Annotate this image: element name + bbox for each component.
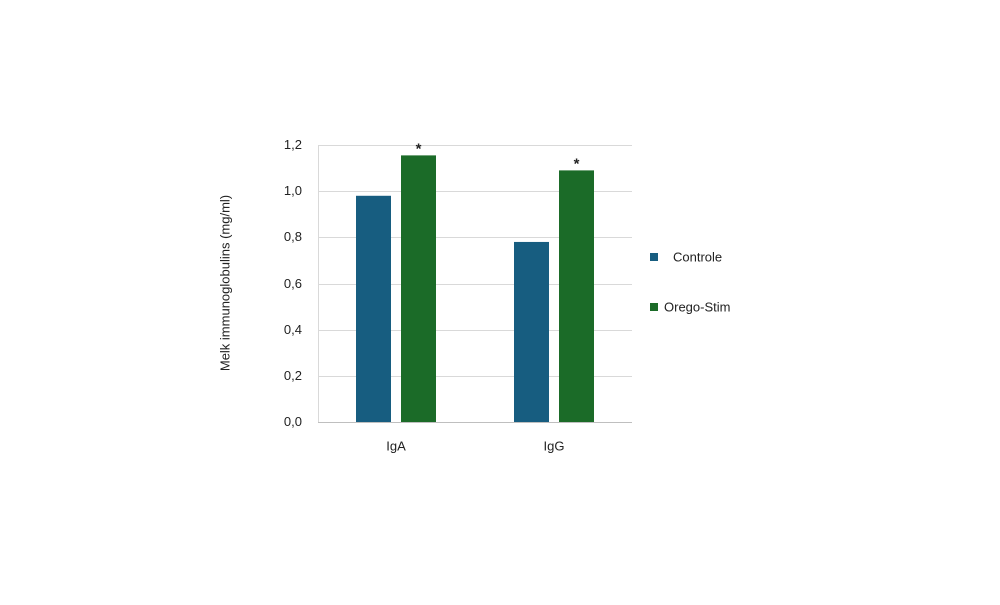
y-tick-label: 0,4 bbox=[284, 322, 302, 337]
bar-igg-controle bbox=[514, 241, 549, 422]
x-category-label: IgG bbox=[544, 438, 565, 453]
significance-asterisk: * bbox=[574, 155, 580, 172]
bar-iga-controle bbox=[356, 195, 391, 422]
x-axis-categories: IgA IgG bbox=[386, 438, 564, 453]
legend-label: Controle bbox=[673, 249, 722, 264]
y-axis-title: Melk immunoglobulins (mg/ml) bbox=[217, 195, 232, 371]
bar-iga-orego-stim bbox=[401, 155, 436, 422]
y-tick-label: 0,8 bbox=[284, 229, 302, 244]
legend-label: Orego-Stim bbox=[664, 299, 730, 314]
bars bbox=[356, 155, 594, 422]
significance-marks: ** bbox=[416, 140, 580, 172]
significance-asterisk: * bbox=[416, 140, 422, 157]
bar-igg-orego-stim bbox=[559, 170, 594, 422]
y-tick-label: 0,6 bbox=[284, 276, 302, 291]
legend: Controle Orego-Stim bbox=[650, 249, 730, 314]
x-category-label: IgA bbox=[386, 438, 406, 453]
legend-swatch-controle bbox=[650, 253, 658, 261]
y-tick-label: 1,2 bbox=[284, 137, 302, 152]
legend-swatch-orego-stim bbox=[650, 303, 658, 311]
y-axis-ticks: 0,0 0,2 0,4 0,6 0,8 1,0 1,2 bbox=[284, 137, 302, 429]
y-tick-label: 0,0 bbox=[284, 414, 302, 429]
y-tick-label: 1,0 bbox=[284, 183, 302, 198]
y-tick-label: 0,2 bbox=[284, 368, 302, 383]
